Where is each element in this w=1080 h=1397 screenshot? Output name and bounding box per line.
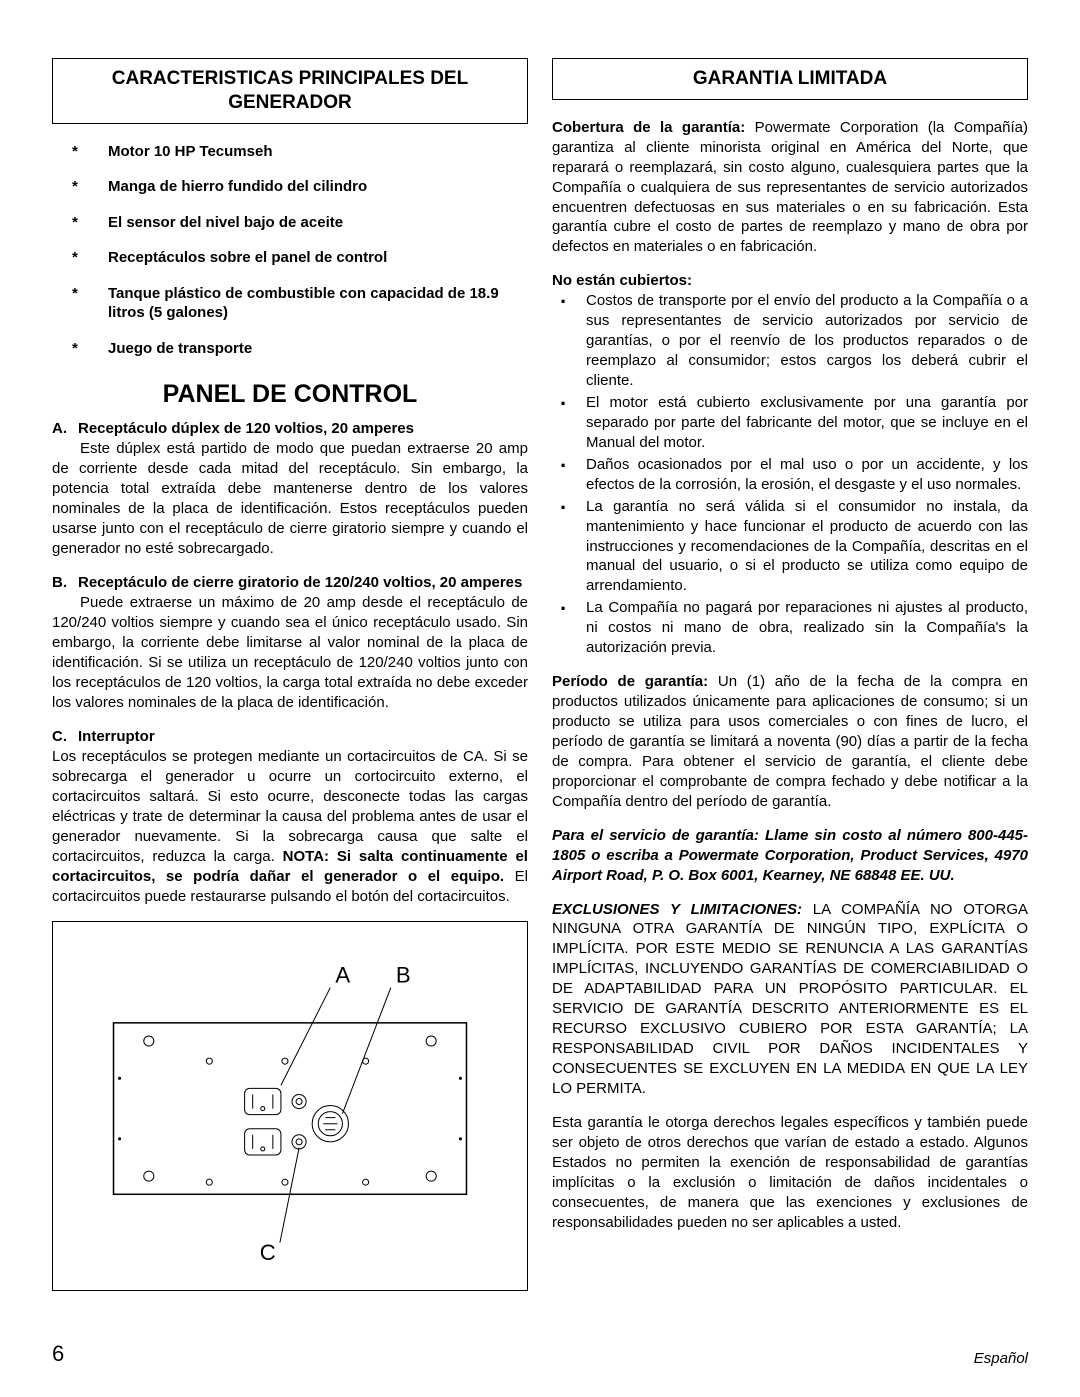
- diagram-label-b: B: [396, 962, 411, 987]
- not-covered-item: La garantía no será válida si el consumi…: [552, 497, 1028, 597]
- not-covered-item: Daños ocasionados por el mal uso o por u…: [552, 455, 1028, 495]
- coverage-label: Cobertura de la garantía:: [552, 119, 745, 136]
- diagram-label-c: C: [260, 1239, 276, 1264]
- feature-text: El sensor del nivel bajo de aceite: [108, 213, 343, 233]
- not-covered-item: El motor está cubierto exclusivamente po…: [552, 393, 1028, 453]
- period-body: Un (1) año de la fecha de la compra en p…: [552, 673, 1028, 810]
- diagram-label-a: A: [335, 962, 350, 987]
- left-column: CARACTERISTICAS PRINCIPALES DEL GENERADO…: [52, 58, 528, 1291]
- panel-heading: PANEL DE CONTROL: [52, 380, 528, 409]
- exclusions-body: LA COMPAÑÍA NO OTORGA NINGUNA OTRA GARAN…: [552, 901, 1028, 1097]
- feature-item: *Tanque plástico de combustible con capa…: [72, 284, 528, 323]
- feature-list: *Motor 10 HP Tecumseh *Manga de hierro f…: [52, 142, 528, 359]
- section-c-body: Los receptáculos se protegen mediante un…: [52, 747, 528, 907]
- feature-text: Motor 10 HP Tecumseh: [108, 142, 273, 162]
- period-label: Período de garantía:: [552, 673, 708, 690]
- not-covered-item: La Compañía no pagará por reparaciones n…: [552, 598, 1028, 658]
- right-box-title: GARANTIA LIMITADA: [552, 58, 1028, 100]
- sec-a-head: Receptáculo dúplex de 120 voltios, 20 am…: [78, 420, 414, 437]
- feature-item: *Receptáculos sobre el panel de control: [72, 248, 528, 268]
- left-box-title: CARACTERISTICAS PRINCIPALES DEL GENERADO…: [52, 58, 528, 124]
- service-para: Para el servicio de garantía: Llame sin …: [552, 826, 1028, 886]
- sec-a-body: Este dúplex está partido de modo que pue…: [52, 439, 528, 559]
- feature-item: *Juego de transporte: [72, 339, 528, 359]
- sec-b-body: Puede extraerse un máximo de 20 amp desd…: [52, 593, 528, 713]
- page-columns: CARACTERISTICAS PRINCIPALES DEL GENERADO…: [52, 58, 1028, 1291]
- feature-text: Receptáculos sobre el panel de control: [108, 248, 387, 268]
- coverage-para: Cobertura de la garantía: Powermate Corp…: [552, 118, 1028, 258]
- page-number: 6: [52, 1341, 64, 1367]
- feature-item: *Manga de hierro fundido del cilindro: [72, 177, 528, 197]
- exclusions-para: EXCLUSIONES Y LIMITACIONES: LA COMPAÑÍA …: [552, 900, 1028, 1099]
- feature-text: Tanque plástico de combustible con capac…: [108, 284, 528, 323]
- coverage-body: Powermate Corporation (la Compañía) gara…: [552, 119, 1028, 256]
- sec-b-title: Receptáculo de cierre giratorio de 120/2…: [78, 574, 522, 591]
- language-label: Español: [974, 1350, 1028, 1367]
- diagram-svg: A B C: [53, 922, 527, 1295]
- page-footer: 6 Español: [52, 1341, 1028, 1367]
- not-covered-item: Costos de transporte por el envío del pr…: [552, 291, 1028, 391]
- section-b-head: B.Receptáculo de cierre giratorio de 120…: [52, 573, 528, 593]
- feature-text: Manga de hierro fundido del cilindro: [108, 177, 367, 197]
- exclusions-label: EXCLUSIONES Y LIMITACIONES:: [552, 901, 802, 918]
- not-covered-list: Costos de transporte por el envío del pr…: [552, 291, 1028, 658]
- control-panel-diagram: A B C: [52, 921, 528, 1291]
- feature-item: *Motor 10 HP Tecumseh: [72, 142, 528, 162]
- not-covered-head: No están cubiertos:: [552, 271, 1028, 291]
- section-c-head: C.Interruptor: [52, 727, 528, 747]
- right-column: GARANTIA LIMITADA Cobertura de la garant…: [552, 58, 1028, 1291]
- feature-item: *El sensor del nivel bajo de aceite: [72, 213, 528, 233]
- legal-para: Esta garantía le otorga derechos legales…: [552, 1113, 1028, 1233]
- section-a: A.Receptáculo dúplex de 120 voltios, 20 …: [52, 419, 528, 559]
- period-para: Período de garantía: Un (1) año de la fe…: [552, 672, 1028, 812]
- feature-text: Juego de transporte: [108, 339, 252, 359]
- sec-c-title: Interruptor: [78, 728, 155, 745]
